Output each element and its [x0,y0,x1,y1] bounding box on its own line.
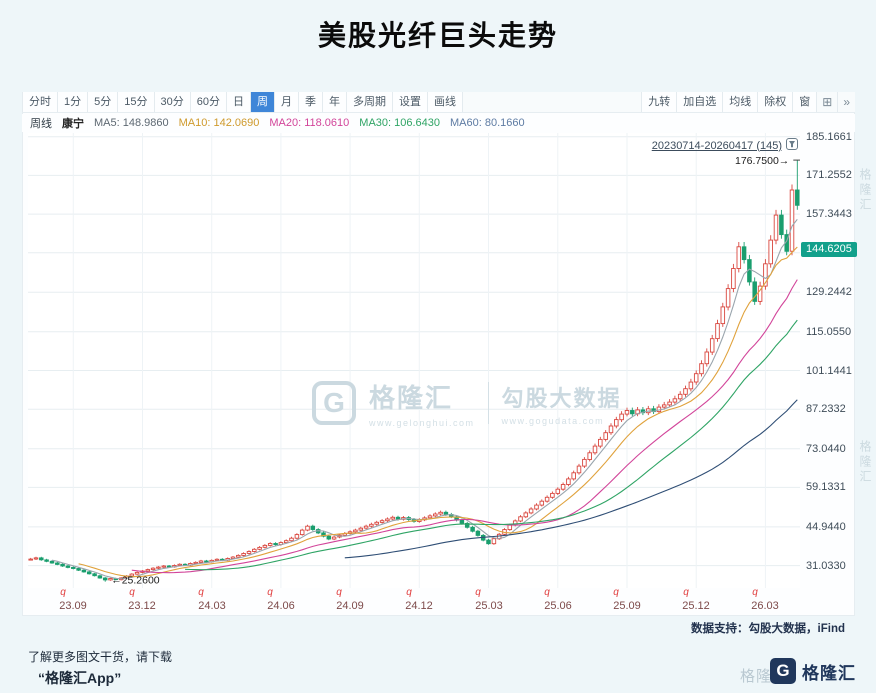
period-button-13[interactable]: 设置 [393,92,428,112]
footer-logo: G 格隆汇 [770,658,856,684]
x-axis-label: 24.12 [405,600,433,612]
high-price-annotation: 176.7500→ [735,155,789,167]
ma-value-5: MA5: 148.9860 [94,117,169,129]
toolbar-right-group: 九转 加自选 均线 除权窗 ⊞» [641,92,855,112]
toolbar-right-button-3[interactable]: 均线 [722,92,758,112]
period-button-4[interactable]: 15分 [118,92,155,112]
gelonghui-logo-icon: G [770,658,796,684]
earnings-marker[interactable]: q [198,587,204,598]
period-button-11[interactable]: 年 [323,92,347,112]
period-button-5[interactable]: 30分 [154,92,191,112]
low-price-annotation: ←25.2600 [111,575,160,587]
earnings-marker[interactable]: q [613,587,619,598]
period-label: 周线 [30,118,52,130]
earnings-marker[interactable]: q [129,587,135,598]
side-watermark: 格隆汇 [858,440,872,485]
x-axis-label: 23.09 [59,600,87,612]
toolbar-right-button-1[interactable]: 九转 [641,92,677,112]
chart-toolbar: 分时 1分 5分 15分 30分 60分日周月季年多周期 设置 画线 九转 加自选 均线 除权窗 ⊞» [22,92,855,113]
footer-logo-text: 格隆汇 [802,663,856,683]
data-support-note: 数据支持：勾股大数据，iFind [691,623,845,635]
period-button-12[interactable]: 多周期 [347,92,393,112]
period-button-10[interactable]: 季 [299,92,323,112]
period-button-2[interactable]: 1分 [58,92,89,112]
toolbar-right-button-4[interactable]: 除权 [757,92,793,112]
earnings-marker[interactable]: q [752,587,758,598]
x-axis-label: 25.06 [544,600,572,612]
period-button-14[interactable]: 画线 [428,92,463,112]
earnings-marker[interactable]: q [683,587,689,598]
ma-value-20: MA20: 118.0610 [269,117,350,129]
earnings-marker[interactable]: q [336,587,342,598]
x-axis-label: 24.06 [267,600,295,612]
toolbar-right-button-2[interactable]: 加自选 [676,92,723,112]
period-button-6[interactable]: 60分 [190,92,227,112]
side-watermark: 格隆汇 [858,168,872,213]
earnings-marker[interactable]: q [406,587,412,598]
date-range-badge[interactable]: 20230714-20260417 (145) [652,138,798,153]
symbol-name: 康宁 [62,118,84,130]
period-button-7[interactable]: 日 [227,92,251,112]
window-icon[interactable]: ⊞ [816,92,837,112]
x-axis-label: 24.03 [198,600,226,612]
earnings-marker[interactable]: q [544,587,550,598]
ma-values-group: MA5: 148.9860 MA10: 142.0690 MA20: 118.061… [94,117,535,129]
collapse-panel-icon[interactable]: » [837,92,855,112]
info-bar: 周线 康宁 MA5: 148.9860 MA10: 142.0690 MA20: 1… [22,114,855,132]
x-axis-label: 23.12 [128,600,156,612]
page-title: 美股光纤巨头走势 [317,20,558,51]
period-button-3[interactable]: 5分 [88,92,119,112]
earnings-marker[interactable]: q [267,587,273,598]
candlestick-chart[interactable]: 176.7500→ ←25.2600 [28,133,800,588]
x-axis-label: 25.12 [682,600,710,612]
x-axis-label: 26.03 [751,600,779,612]
date-range-label: 20230714-20260417 (145) [651,139,782,152]
period-buttons-group: 分时 1分 5分 15分 30分 60分日周月季年多周期 设置 画线 [22,92,463,112]
x-axis-label: 25.09 [613,600,641,612]
earnings-marker[interactable]: q [475,587,481,598]
earnings-marker[interactable]: q [60,587,66,598]
period-button-9[interactable]: 月 [275,92,299,112]
ma-value-30: MA30: 106.6430 [359,117,441,129]
ma-value-10: MA10: 142.0690 [178,117,260,129]
toolbar-right-button-5[interactable]: 窗 [792,92,817,112]
x-axis-label: 25.03 [475,600,503,612]
current-price-tag: 144.6205 [801,242,857,257]
x-axis: 23.09 23.12 24.03 24.06 24.09 24.12 25.03 25.06… [28,587,800,616]
period-button-8[interactable]: 周 [251,92,275,112]
ma-value-60: MA60: 80.1660 [450,117,525,129]
footer-promo-line2: “格隆汇App” [38,670,122,686]
filter-icon[interactable] [786,138,798,153]
period-button-1[interactable]: 分时 [22,92,58,112]
x-axis-label: 24.09 [336,600,364,612]
footer-promo-line1: 了解更多图文干货，请下载 [28,650,173,664]
